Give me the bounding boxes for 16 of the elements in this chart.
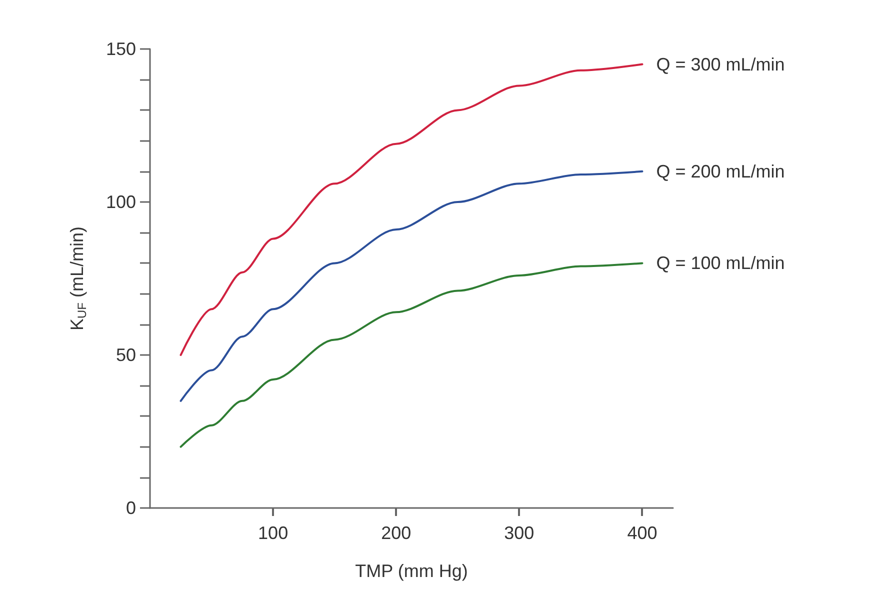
y-tick-label: 0 bbox=[126, 498, 136, 518]
series-label: Q = 300 mL/min bbox=[656, 54, 785, 74]
series-label: Q = 200 mL/min bbox=[656, 161, 785, 182]
x-tick-label: 400 bbox=[627, 523, 658, 543]
x-tick-label: 300 bbox=[504, 523, 534, 543]
line-series bbox=[180, 63, 644, 356]
line-series bbox=[180, 170, 644, 402]
series-label: Q = 100 mL/min bbox=[656, 253, 785, 274]
y-tick-label: 150 bbox=[106, 39, 136, 59]
x-tick-label: 200 bbox=[381, 523, 412, 543]
y-tick-label: 50 bbox=[116, 345, 136, 365]
y-tick-label: 100 bbox=[106, 192, 136, 212]
y-axis-title: KUF (mL/min) bbox=[67, 226, 89, 331]
line-series bbox=[180, 262, 644, 448]
x-tick-label: 100 bbox=[258, 523, 288, 543]
x-axis-title: TMP (mm Hg) bbox=[355, 561, 468, 581]
